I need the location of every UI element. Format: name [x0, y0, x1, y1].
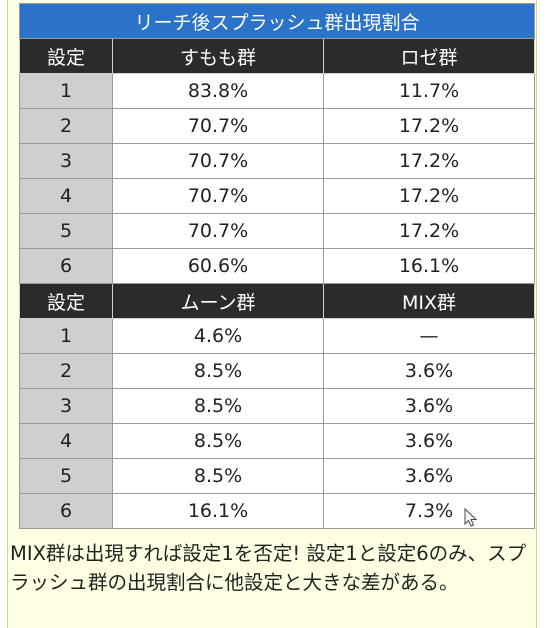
table-row: 3 70.7% 17.2%	[19, 143, 536, 179]
table-row: 6 60.6% 16.1%	[19, 248, 536, 284]
mix-value: 3.6%	[322, 458, 536, 494]
table-row: 3 8.5% 3.6%	[19, 388, 536, 424]
table-row: 2 70.7% 17.2%	[19, 108, 536, 144]
setting-cell: 2	[19, 353, 113, 389]
table-row: 5 70.7% 17.2%	[19, 213, 536, 249]
header-mix: MIX群	[322, 283, 536, 319]
table-header-row: 設定 ムーン群 MIX群	[19, 283, 536, 319]
setting-cell: 2	[19, 108, 113, 144]
mix-value: —	[322, 318, 536, 354]
header-moon: ムーン群	[112, 283, 324, 319]
roze-value: 17.2%	[322, 178, 536, 214]
setting-cell: 1	[19, 318, 113, 354]
moon-value: 8.5%	[112, 388, 324, 424]
mix-value: 3.6%	[322, 353, 536, 389]
mix-value: 3.6%	[322, 423, 536, 459]
table-row: 2 8.5% 3.6%	[19, 353, 536, 389]
setting-cell: 4	[19, 423, 113, 459]
footnote-text: MIX群は出現すれば設定1を否定! 設定1と設定6のみ、スプラッシュ群の出現割合…	[10, 542, 527, 594]
header-setting: 設定	[19, 283, 113, 319]
roze-value: 17.2%	[322, 108, 536, 144]
moon-value: 8.5%	[112, 458, 324, 494]
sumomo-value: 70.7%	[112, 108, 324, 144]
sumomo-value: 70.7%	[112, 143, 324, 179]
mix-value: 7.3%	[322, 493, 536, 529]
sumomo-value: 60.6%	[112, 248, 324, 284]
header-setting: 設定	[19, 38, 113, 74]
setting-cell: 6	[19, 493, 113, 529]
setting-cell: 6	[19, 248, 113, 284]
setting-cell: 4	[19, 178, 113, 214]
setting-cell: 1	[19, 73, 113, 109]
setting-cell: 5	[19, 458, 113, 494]
table-header-row: 設定 すもも群 ロゼ群	[19, 38, 536, 74]
table-row: 4 70.7% 17.2%	[19, 178, 536, 214]
header-sumomo: すもも群	[112, 38, 324, 74]
setting-cell: 3	[19, 388, 113, 424]
roze-value: 11.7%	[322, 73, 536, 109]
moon-value: 16.1%	[112, 493, 324, 529]
table-row: 4 8.5% 3.6%	[19, 423, 536, 459]
roze-value: 17.2%	[322, 143, 536, 179]
setting-cell: 3	[19, 143, 113, 179]
table-row: 5 8.5% 3.6%	[19, 458, 536, 494]
sumomo-value: 83.8%	[112, 73, 324, 109]
header-roze: ロゼ群	[322, 38, 536, 74]
table-row: 6 16.1% 7.3%	[19, 493, 536, 529]
table-row: 1 4.6% —	[19, 318, 536, 354]
table-row: 1 83.8% 11.7%	[19, 73, 536, 109]
roze-value: 17.2%	[322, 213, 536, 249]
table-title: リーチ後スプラッシュ群出現割合	[18, 3, 536, 39]
moon-value: 8.5%	[112, 353, 324, 389]
mouse-pointer-icon	[464, 508, 478, 527]
roze-value: 16.1%	[322, 248, 536, 284]
splash-ratio-table: リーチ後スプラッシュ群出現割合 設定 すもも群 ロゼ群 1 83.8% 11.7…	[18, 3, 536, 529]
moon-value: 8.5%	[112, 423, 324, 459]
table-title-row: リーチ後スプラッシュ群出現割合	[18, 3, 536, 39]
setting-cell: 5	[19, 213, 113, 249]
moon-value: 4.6%	[112, 318, 324, 354]
sumomo-value: 70.7%	[112, 213, 324, 249]
sumomo-value: 70.7%	[112, 178, 324, 214]
mix-value: 3.6%	[322, 388, 536, 424]
